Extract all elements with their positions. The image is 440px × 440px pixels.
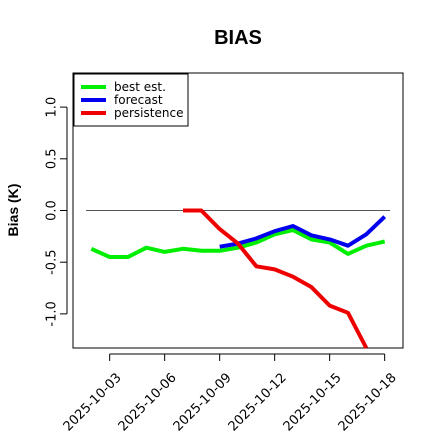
legend-label: forecast [114,93,163,107]
y-axis: -1.0 -0.5 0.0 0.5 1.0 [45,97,68,327]
y-tick-label: -1.0 [45,301,60,326]
x-axis: 2025-10-032025-10-062025-10-092025-10-12… [61,353,400,434]
y-tick-label: -0.5 [45,250,60,275]
series-line-best-est [90,228,386,259]
y-tick-label: 0.5 [45,148,60,169]
plot-frame [72,72,404,349]
x-tick-label: 2025-10-09 [171,370,235,434]
x-tick-label: 2025-10-18 [336,370,400,434]
x-tick-label: 2025-10-12 [226,370,290,434]
series-line-persistence [183,208,369,349]
legend-label: persistence [114,106,183,120]
series-line-forecast [219,215,387,249]
y-axis-label: Bias (K) [5,184,21,237]
x-tick-label: 2025-10-03 [61,370,125,434]
x-tick-label: 2025-10-06 [116,370,180,434]
x-tick-label: 2025-10-15 [281,370,345,434]
series-layer [90,208,387,349]
y-tick-label: 0.0 [45,200,60,221]
y-tick-label: 1.0 [45,97,60,118]
chart-title: BIAS [214,27,262,49]
legend-label: best est. [114,80,166,94]
